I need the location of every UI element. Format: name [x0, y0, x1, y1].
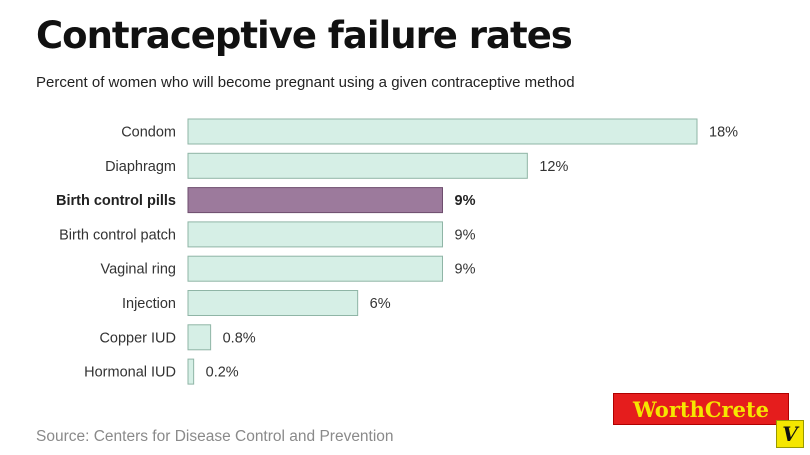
bar-birth-control-patch — [187, 221, 443, 248]
bar-chart: Condom 18% Diaphragm 12% Birth control pills… — [56, 118, 738, 385]
value-label-condom: 18% — [709, 125, 738, 141]
category-label-hormonal-iud: Hormonal IUD — [84, 365, 176, 381]
category-label-diaphragm: Diaphragm — [105, 159, 176, 175]
category-label-copper-iud: Copper IUD — [99, 330, 176, 346]
bar-birth-control-pills — [187, 187, 443, 214]
category-label-condom: Condom — [121, 125, 176, 141]
category-label-birth-control-patch: Birth control patch — [59, 227, 176, 243]
value-label-diaphragm: 12% — [539, 159, 568, 175]
category-label-birth-control-pills: Birth control pills — [56, 193, 176, 209]
logo-mark-letter: V — [782, 422, 798, 446]
value-label-injection: 6% — [370, 296, 391, 312]
worthcrete-logo: WorthCrete — [613, 393, 789, 425]
bar-copper-iud — [187, 324, 212, 351]
bar-injection — [187, 290, 359, 316]
bar-diaphragm — [187, 152, 528, 179]
bar-vaginal-ring — [187, 255, 443, 282]
value-label-vaginal-ring: 9% — [455, 262, 476, 278]
v-logo-mark: V — [776, 420, 804, 448]
bar-condom — [187, 118, 698, 145]
chart-title: Contraceptive failure rates — [36, 14, 573, 57]
source-note: Source: Centers for Disease Control and … — [36, 428, 394, 445]
logo-text: WorthCrete — [632, 396, 770, 422]
value-label-copper-iud: 0.8% — [223, 330, 256, 346]
category-label-injection: Injection — [122, 296, 176, 312]
chart-subtitle: Percent of women who will become pregnan… — [36, 74, 575, 91]
category-label-vaginal-ring: Vaginal ring — [100, 262, 176, 278]
value-label-birth-control-patch: 9% — [455, 227, 476, 243]
bar-hormonal-iud — [187, 358, 195, 385]
value-label-hormonal-iud: 0.2% — [206, 365, 239, 381]
value-label-birth-control-pills: 9% — [455, 193, 476, 209]
